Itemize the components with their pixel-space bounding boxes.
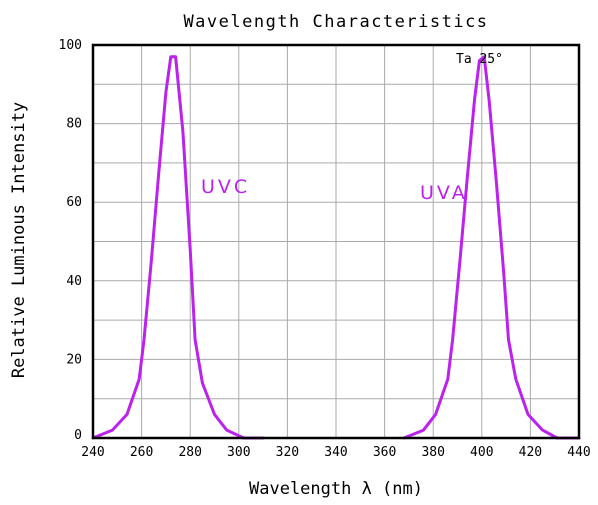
y-tick-label: 0	[74, 428, 82, 443]
series-line-uvc	[93, 57, 263, 438]
x-tick-label: 420	[519, 445, 542, 460]
x-tick-label: 400	[470, 445, 493, 460]
x-tick-label: 320	[276, 445, 299, 460]
y-tick-label: 40	[66, 274, 82, 289]
y-axis-title: Relative Luminous Intensity	[9, 102, 29, 378]
x-tick-label: 440	[567, 445, 590, 460]
x-tick-label: 300	[227, 445, 250, 460]
x-tick-label: 340	[324, 445, 347, 460]
x-tick-label: 380	[421, 445, 444, 460]
series-line-uva	[404, 57, 579, 438]
y-tick-label: 60	[66, 195, 82, 210]
x-tick-label: 280	[178, 445, 201, 460]
x-tick-label: 240	[81, 445, 104, 460]
y-tick-label: 20	[66, 352, 82, 367]
series-label-uvc: UVC	[201, 176, 250, 198]
x-axis-title: Wavelength λ (nm)	[249, 479, 423, 499]
x-tick-label: 360	[373, 445, 396, 460]
temperature-annotation: Ta 25°	[456, 52, 503, 67]
chart-title: Wavelength Characteristics	[183, 12, 488, 32]
y-tick-label: 80	[66, 117, 82, 132]
x-tick-labels: 240 260 280 300 320 340 360 380 400 420 440	[81, 445, 590, 460]
x-tick-label: 260	[130, 445, 153, 460]
y-tick-labels: 0 20 40 60 80 100	[59, 38, 82, 443]
series-label-uva: UVA	[420, 182, 468, 204]
y-tick-label: 100	[59, 38, 82, 53]
